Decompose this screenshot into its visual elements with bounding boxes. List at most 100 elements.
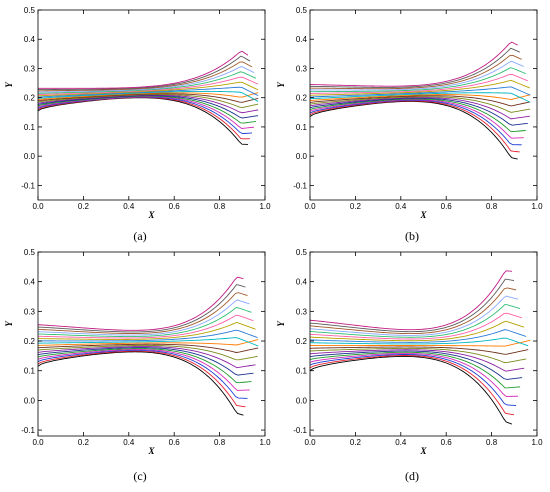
x-tick-label: 0.6 <box>441 438 453 447</box>
x-tick-label: 1.0 <box>531 202 543 211</box>
series-line <box>38 90 259 102</box>
series-line <box>310 303 521 338</box>
series-line <box>310 96 531 113</box>
series-line <box>310 99 524 139</box>
x-tick-label: 0.4 <box>395 438 407 447</box>
series-line <box>38 350 246 408</box>
series-line <box>310 351 521 389</box>
series-line <box>38 50 249 89</box>
series-line <box>38 276 244 331</box>
y-tick-label: 0.2 <box>296 94 308 103</box>
series-line <box>310 95 531 107</box>
plot-frame <box>37 9 266 201</box>
x-tick-label: 1.0 <box>531 438 543 447</box>
series-line <box>38 96 255 129</box>
series-line <box>310 355 513 425</box>
series-group <box>38 50 259 145</box>
series-line <box>310 86 531 98</box>
series-line <box>310 97 528 126</box>
y-tick-label: 0.5 <box>296 6 308 15</box>
x-tick-label: 0.8 <box>486 202 498 211</box>
x-tick-label: 0.6 <box>441 202 453 211</box>
x-tick-label: 0.4 <box>123 438 135 447</box>
plot-frame <box>309 251 538 437</box>
x-tick-label: 0.8 <box>214 202 226 211</box>
y-tick-label: 0.4 <box>296 35 308 44</box>
panel-caption: (a) <box>133 229 146 243</box>
series-line <box>310 329 527 343</box>
x-tick-label: 0.2 <box>350 438 362 447</box>
series-line <box>38 348 252 384</box>
series-line <box>38 95 257 124</box>
chart-panel-2: 0.0 0.2 0.4 0.6 0.8 1.0 -0.1 0.0 0.1 0.2 0.3 0.4 0.5… <box>276 6 543 243</box>
y-tick-label: 0.4 <box>24 35 36 44</box>
series-group <box>310 41 531 160</box>
series-line <box>310 347 527 364</box>
y-tick-label: 0.0 <box>24 396 36 405</box>
series-line <box>38 307 252 337</box>
series-line <box>38 95 259 119</box>
series-line <box>38 347 254 376</box>
series-line <box>310 41 518 87</box>
series-line <box>310 94 531 102</box>
series-line <box>310 100 518 160</box>
x-tick-label: 0.6 <box>169 202 181 211</box>
series-line <box>310 339 531 347</box>
series-line <box>310 287 517 335</box>
series-line <box>38 346 256 369</box>
series-line <box>310 54 522 90</box>
x-tick-label: 0.4 <box>123 202 135 211</box>
series-line <box>38 94 259 114</box>
series-line <box>310 350 523 380</box>
series-line <box>38 86 259 98</box>
chart-panel-3: 0.0 0.2 0.4 0.6 0.8 1.0 -0.1 0.0 0.1 0.2 0.3 0.4 0.5… <box>4 248 271 483</box>
series-line <box>310 312 523 340</box>
y-tick-label: 0.3 <box>296 307 308 316</box>
series-line <box>310 97 530 120</box>
series-line <box>310 337 529 347</box>
series-group <box>310 270 531 425</box>
x-tick-label: 0.0 <box>304 438 316 447</box>
plot-frame <box>37 251 266 437</box>
y-tick-label: 0.0 <box>24 152 36 161</box>
series-line <box>38 97 249 145</box>
series-line <box>310 100 520 153</box>
series-line <box>38 299 250 336</box>
x-tick-label: 0.2 <box>78 438 90 447</box>
series-line <box>38 96 253 135</box>
series-line <box>38 329 258 342</box>
series-line <box>38 343 259 353</box>
series-line <box>38 93 259 108</box>
y-tick-label: 0.4 <box>296 278 308 287</box>
x-tick-label: 0.0 <box>32 202 44 211</box>
series-line <box>38 321 256 340</box>
y-tick-label: 0.5 <box>24 6 36 15</box>
panel-caption: (c) <box>133 469 146 483</box>
panel-caption: (d) <box>405 469 419 483</box>
series-line <box>310 60 524 91</box>
series-line <box>310 92 531 103</box>
series-line <box>310 79 530 96</box>
x-tick-label: 0.0 <box>32 438 44 447</box>
y-tick-label: 0.2 <box>24 337 36 346</box>
series-line <box>310 354 517 406</box>
series-line <box>38 55 251 91</box>
x-tick-label: 0.0 <box>304 202 316 211</box>
y-tick-label: 0.2 <box>296 337 308 346</box>
x-axis-label: X <box>147 446 155 456</box>
plot-frame <box>309 9 538 201</box>
series-line <box>38 337 259 347</box>
series-line <box>38 66 255 93</box>
panel-caption: (b) <box>405 229 419 243</box>
series-line <box>310 295 519 336</box>
x-tick-label: 1.0 <box>259 202 271 211</box>
series-line <box>38 61 253 92</box>
x-tick-label: 0.8 <box>486 438 498 447</box>
series-line <box>310 349 525 372</box>
y-tick-label: 0.1 <box>296 367 308 376</box>
y-tick-label: -0.1 <box>293 426 307 435</box>
y-tick-label: 0.1 <box>296 123 308 132</box>
x-tick-label: 1.0 <box>259 438 271 447</box>
series-line <box>38 76 259 96</box>
